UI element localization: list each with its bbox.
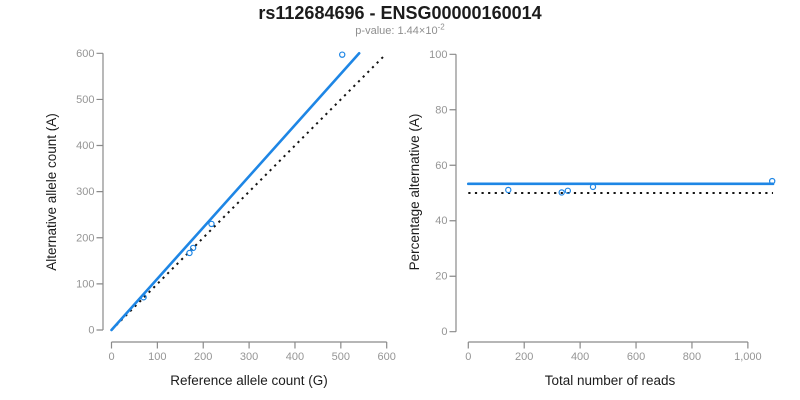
pvalue-text: p-value: 1.44×10 (355, 25, 438, 37)
right-y-tick-label: 40 (435, 215, 447, 227)
left-data-point (189, 244, 197, 252)
right-data-point (768, 177, 776, 185)
right-x-tick-label: 600 (627, 351, 645, 363)
right-data-point (589, 183, 597, 191)
right-x-axis-title: Total number of reads (545, 373, 676, 388)
left-y-tick-label: 200 (76, 232, 94, 244)
right-y-tick-label: 20 (435, 271, 447, 283)
left-data-point (140, 294, 147, 301)
right-y-tick-label: 100 (429, 49, 447, 61)
left-x-tick-label: 100 (148, 351, 166, 363)
right-data-point (505, 186, 512, 194)
right-y-tick-label: 60 (435, 160, 447, 172)
figure-title: rs112684696 - ENSG00000160014 (258, 3, 542, 23)
left-x-tick-label: 400 (286, 351, 304, 363)
right-x-tick-label: 1,000 (734, 351, 762, 363)
left-x-tick-label: 200 (194, 351, 212, 363)
left-y-tick-label: 500 (76, 94, 94, 106)
right-x-tick-label: 400 (571, 351, 589, 363)
left-allelic-ratio-fit-line (110, 51, 361, 332)
left-y-tick-label: 300 (76, 186, 94, 198)
right-x-tick-label: 0 (465, 351, 471, 363)
left-data-point (339, 51, 346, 58)
left-x-tick-label: 500 (332, 351, 350, 363)
left-data-point (186, 249, 193, 257)
left-y-tick-label: 100 (76, 278, 94, 290)
left-y-axis (96, 52, 104, 331)
left-x-axis (110, 341, 388, 349)
left-x-axis-title: Reference allele count (G) (170, 373, 328, 388)
figure-subtitle: p-value: 1.44×10-2 (0, 22, 800, 37)
right-y-axis-title: Percentage alternative (A) (407, 114, 422, 271)
right-x-tick-label: 200 (515, 351, 533, 363)
left-y-axis-title: Alternative allele count (A) (44, 113, 59, 271)
left-x-tick-label: 300 (240, 351, 258, 363)
left-y-tick-label: 600 (76, 48, 94, 60)
right-y-tick-label: 0 (441, 326, 447, 338)
pvalue-exponent: -2 (437, 22, 445, 32)
right-x-tick-label: 800 (683, 351, 701, 363)
left-x-tick-label: 600 (378, 351, 396, 363)
left-y-tick-label: 0 (88, 325, 94, 337)
right-y-axis (449, 53, 457, 333)
left-x-tick-label: 0 (108, 351, 114, 363)
right-data-point (558, 189, 565, 196)
right-data-point (564, 187, 572, 194)
left-identity-line (110, 53, 387, 331)
right-y-tick-label: 80 (435, 104, 447, 116)
right-x-axis (467, 341, 749, 349)
left-data-point (208, 220, 215, 228)
left-y-tick-label: 400 (76, 140, 94, 152)
